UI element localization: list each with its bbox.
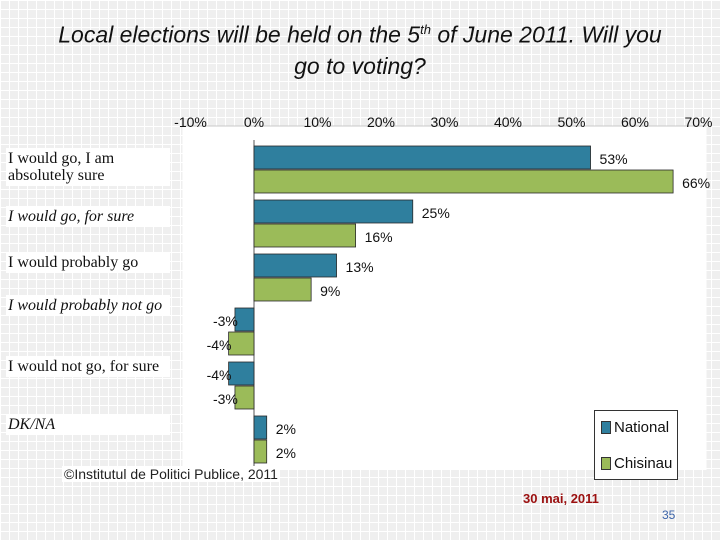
x-tick-label: 0% bbox=[244, 114, 264, 130]
data-label: -4% bbox=[207, 337, 232, 353]
chart-legend: National Chisinau bbox=[594, 410, 678, 480]
title-line1-post: of June 2011. Will you bbox=[430, 21, 662, 48]
x-tick-label: 20% bbox=[367, 114, 395, 130]
credit-text: ©Institutul de Politici Publice, 2011 bbox=[62, 466, 280, 482]
x-tick-label: 70% bbox=[684, 114, 712, 130]
bar-chisinau-1 bbox=[253, 223, 356, 248]
title-line2: go to voting? bbox=[294, 52, 426, 79]
data-label: 2% bbox=[276, 445, 296, 461]
data-label: -3% bbox=[213, 391, 238, 407]
data-label: -4% bbox=[207, 367, 232, 383]
bar-chisinau-3 bbox=[228, 331, 255, 356]
category-label-0: I would go, I am absolutely sure bbox=[6, 148, 170, 186]
data-label: 13% bbox=[346, 259, 374, 275]
bar-national-4 bbox=[228, 361, 255, 386]
category-label-3: I would probably not go bbox=[6, 295, 170, 316]
legend-label-chisinau: Chisinau bbox=[614, 455, 673, 472]
legend-item-national: National bbox=[601, 419, 669, 436]
x-tick-label: -10% bbox=[174, 114, 207, 130]
x-tick-label: 50% bbox=[557, 114, 585, 130]
category-label-2: I would probably go bbox=[6, 252, 170, 273]
x-tick-label: 60% bbox=[621, 114, 649, 130]
legend-swatch-chisinau bbox=[601, 457, 611, 470]
date-text: 30 mai, 2011 bbox=[523, 491, 599, 506]
bar-chisinau-0 bbox=[253, 169, 674, 194]
category-label-5: DK/NA bbox=[6, 414, 170, 435]
bar-chisinau-4 bbox=[234, 385, 255, 410]
chart-title: Local elections will be held on the 5th … bbox=[20, 14, 700, 82]
data-label: 2% bbox=[276, 421, 296, 437]
bar-chisinau-2 bbox=[253, 277, 312, 302]
data-label: 66% bbox=[682, 175, 710, 191]
page-number: 35 bbox=[662, 508, 676, 522]
data-label: 9% bbox=[320, 283, 340, 299]
x-tick-label: 40% bbox=[494, 114, 522, 130]
data-label: 16% bbox=[365, 229, 393, 245]
category-label-1: I would go, for sure bbox=[6, 206, 170, 227]
data-label: 53% bbox=[600, 151, 628, 167]
title-line1-pre: Local elections will be held on the 5 bbox=[58, 21, 421, 48]
data-label: -3% bbox=[213, 313, 238, 329]
bar-national-1 bbox=[253, 199, 414, 224]
data-label: 25% bbox=[422, 205, 450, 221]
bar-national-2 bbox=[253, 253, 337, 278]
bar-chisinau-5 bbox=[253, 439, 268, 464]
bar-national-5 bbox=[253, 415, 268, 440]
title-line1-sup: th bbox=[420, 22, 431, 37]
bar-national-3 bbox=[234, 307, 255, 332]
x-tick-label: 30% bbox=[430, 114, 458, 130]
bar-national-0 bbox=[253, 145, 591, 170]
category-label-4: I would not go, for sure bbox=[6, 356, 170, 377]
x-tick-label: 10% bbox=[303, 114, 331, 130]
legend-swatch-national bbox=[601, 421, 611, 434]
legend-item-chisinau: Chisinau bbox=[601, 455, 672, 472]
legend-label-national: National bbox=[614, 419, 670, 436]
